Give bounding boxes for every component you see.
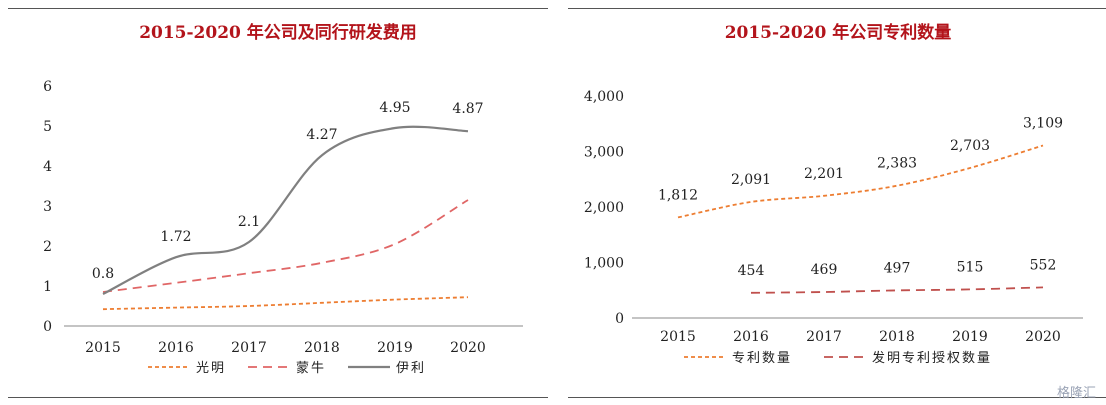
data-point [248, 272, 250, 274]
data-point [823, 291, 825, 293]
series-line-2 [102, 125, 469, 295]
data-label: 2,383 [877, 156, 917, 172]
y-tick-label: 0 [43, 319, 52, 335]
watermark-logo: 格隆汇 [1056, 386, 1096, 401]
data-label: 4.95 [379, 100, 410, 116]
data-point [969, 288, 971, 290]
chart-title: 2015-2020 年公司专利数量 [724, 23, 952, 43]
data-point [175, 307, 177, 309]
y-tick-label: 1,000 [584, 256, 624, 272]
patent-count-line-chart: 0 1,000 2,000 3,000 4,000 2015 2016 2017 2018 201… [584, 89, 1083, 366]
data-label: 2,703 [950, 138, 990, 154]
x-tick-label: 2015 [85, 340, 121, 356]
series-line-1 [750, 286, 1044, 294]
data-point [750, 292, 752, 294]
patent-count-chart-panel: 2015-2020 年公司专利数量 0 1,000 2,000 3,000 4,000 2… [568, 0, 1106, 405]
x-tick-label: 2016 [158, 340, 194, 356]
data-point [896, 289, 898, 291]
series-line-1 [102, 199, 469, 293]
data-label: 4.87 [452, 101, 483, 117]
legend-label: 伊利 [396, 361, 426, 376]
data-label: 1.72 [160, 229, 191, 245]
y-tick-label: 3,000 [584, 145, 624, 161]
data-point [467, 296, 469, 298]
x-tick-label: 2016 [733, 329, 769, 345]
data-point [896, 185, 898, 187]
legend-label: 蒙牛 [296, 361, 326, 376]
data-point [394, 243, 396, 245]
chart-title: 2015-2020 年公司及同行研发费用 [139, 23, 417, 43]
data-point [1042, 144, 1044, 146]
data-label: 0.8 [92, 266, 114, 282]
y-tick-label: 4,000 [584, 89, 624, 105]
data-point [394, 127, 396, 129]
y-tick-label: 3 [43, 199, 52, 215]
x-tick-label: 2017 [806, 329, 842, 345]
data-label: 2.1 [238, 214, 260, 230]
data-point [823, 195, 825, 197]
data-point [750, 201, 752, 203]
rd-expense-line-chart: 0 1 2 3 4 5 6 2015 2016 2017 2018 2019 2020 光明 蒙牛 0.8 1.… [43, 79, 523, 376]
data-label: 454 [738, 263, 765, 279]
x-tick-label: 2020 [450, 340, 486, 356]
data-point [175, 282, 177, 284]
data-label: 497 [884, 260, 911, 276]
data-label: 1,812 [658, 187, 698, 203]
y-tick-label: 0 [615, 311, 624, 327]
data-label: 2,091 [731, 172, 771, 188]
data-point [321, 262, 323, 264]
data-point [175, 256, 177, 258]
data-point [102, 308, 104, 310]
series-line-0 [677, 144, 1044, 219]
data-point [467, 130, 469, 132]
x-tick-label: 2018 [304, 340, 340, 356]
x-tick-label: 2018 [879, 329, 915, 345]
data-label: 552 [1030, 257, 1057, 273]
y-tick-label: 2 [43, 239, 52, 255]
data-point [969, 167, 971, 169]
series-line-0 [102, 296, 469, 311]
data-label: 515 [957, 259, 984, 275]
top-rule [8, 8, 548, 9]
data-label: 2,201 [804, 166, 844, 182]
y-tick-label: 2,000 [584, 200, 624, 216]
bottom-rule [568, 397, 1106, 398]
x-tick-label: 2015 [660, 329, 696, 345]
data-point [321, 154, 323, 156]
bottom-rule [8, 397, 548, 398]
y-tick-label: 4 [43, 159, 52, 175]
data-label: 3,109 [1023, 115, 1063, 131]
data-point [677, 216, 679, 218]
y-tick-label: 1 [43, 279, 52, 295]
legend-label: 光明 [196, 361, 226, 376]
rd-expense-chart-panel: 2015-2020 年公司及同行研发费用 0 1 2 3 4 5 6 2015 2016 2017… [8, 0, 548, 405]
data-point [1042, 286, 1044, 288]
data-label: 469 [811, 262, 838, 278]
legend-label: 发明专利授权数量 [872, 350, 992, 366]
data-label: 4.27 [306, 127, 337, 143]
data-point [467, 199, 469, 201]
x-tick-label: 2020 [1025, 329, 1061, 345]
data-point [394, 299, 396, 301]
y-tick-label: 6 [43, 79, 52, 95]
top-rule [568, 8, 1106, 9]
x-tick-label: 2017 [231, 340, 267, 356]
y-tick-label: 5 [43, 119, 52, 135]
legend-label: 专利数量 [732, 351, 792, 366]
data-point [248, 305, 250, 307]
data-point [248, 241, 250, 243]
x-tick-label: 2019 [952, 329, 988, 345]
data-point [102, 293, 104, 295]
x-tick-label: 2019 [377, 340, 413, 356]
data-point [321, 302, 323, 304]
